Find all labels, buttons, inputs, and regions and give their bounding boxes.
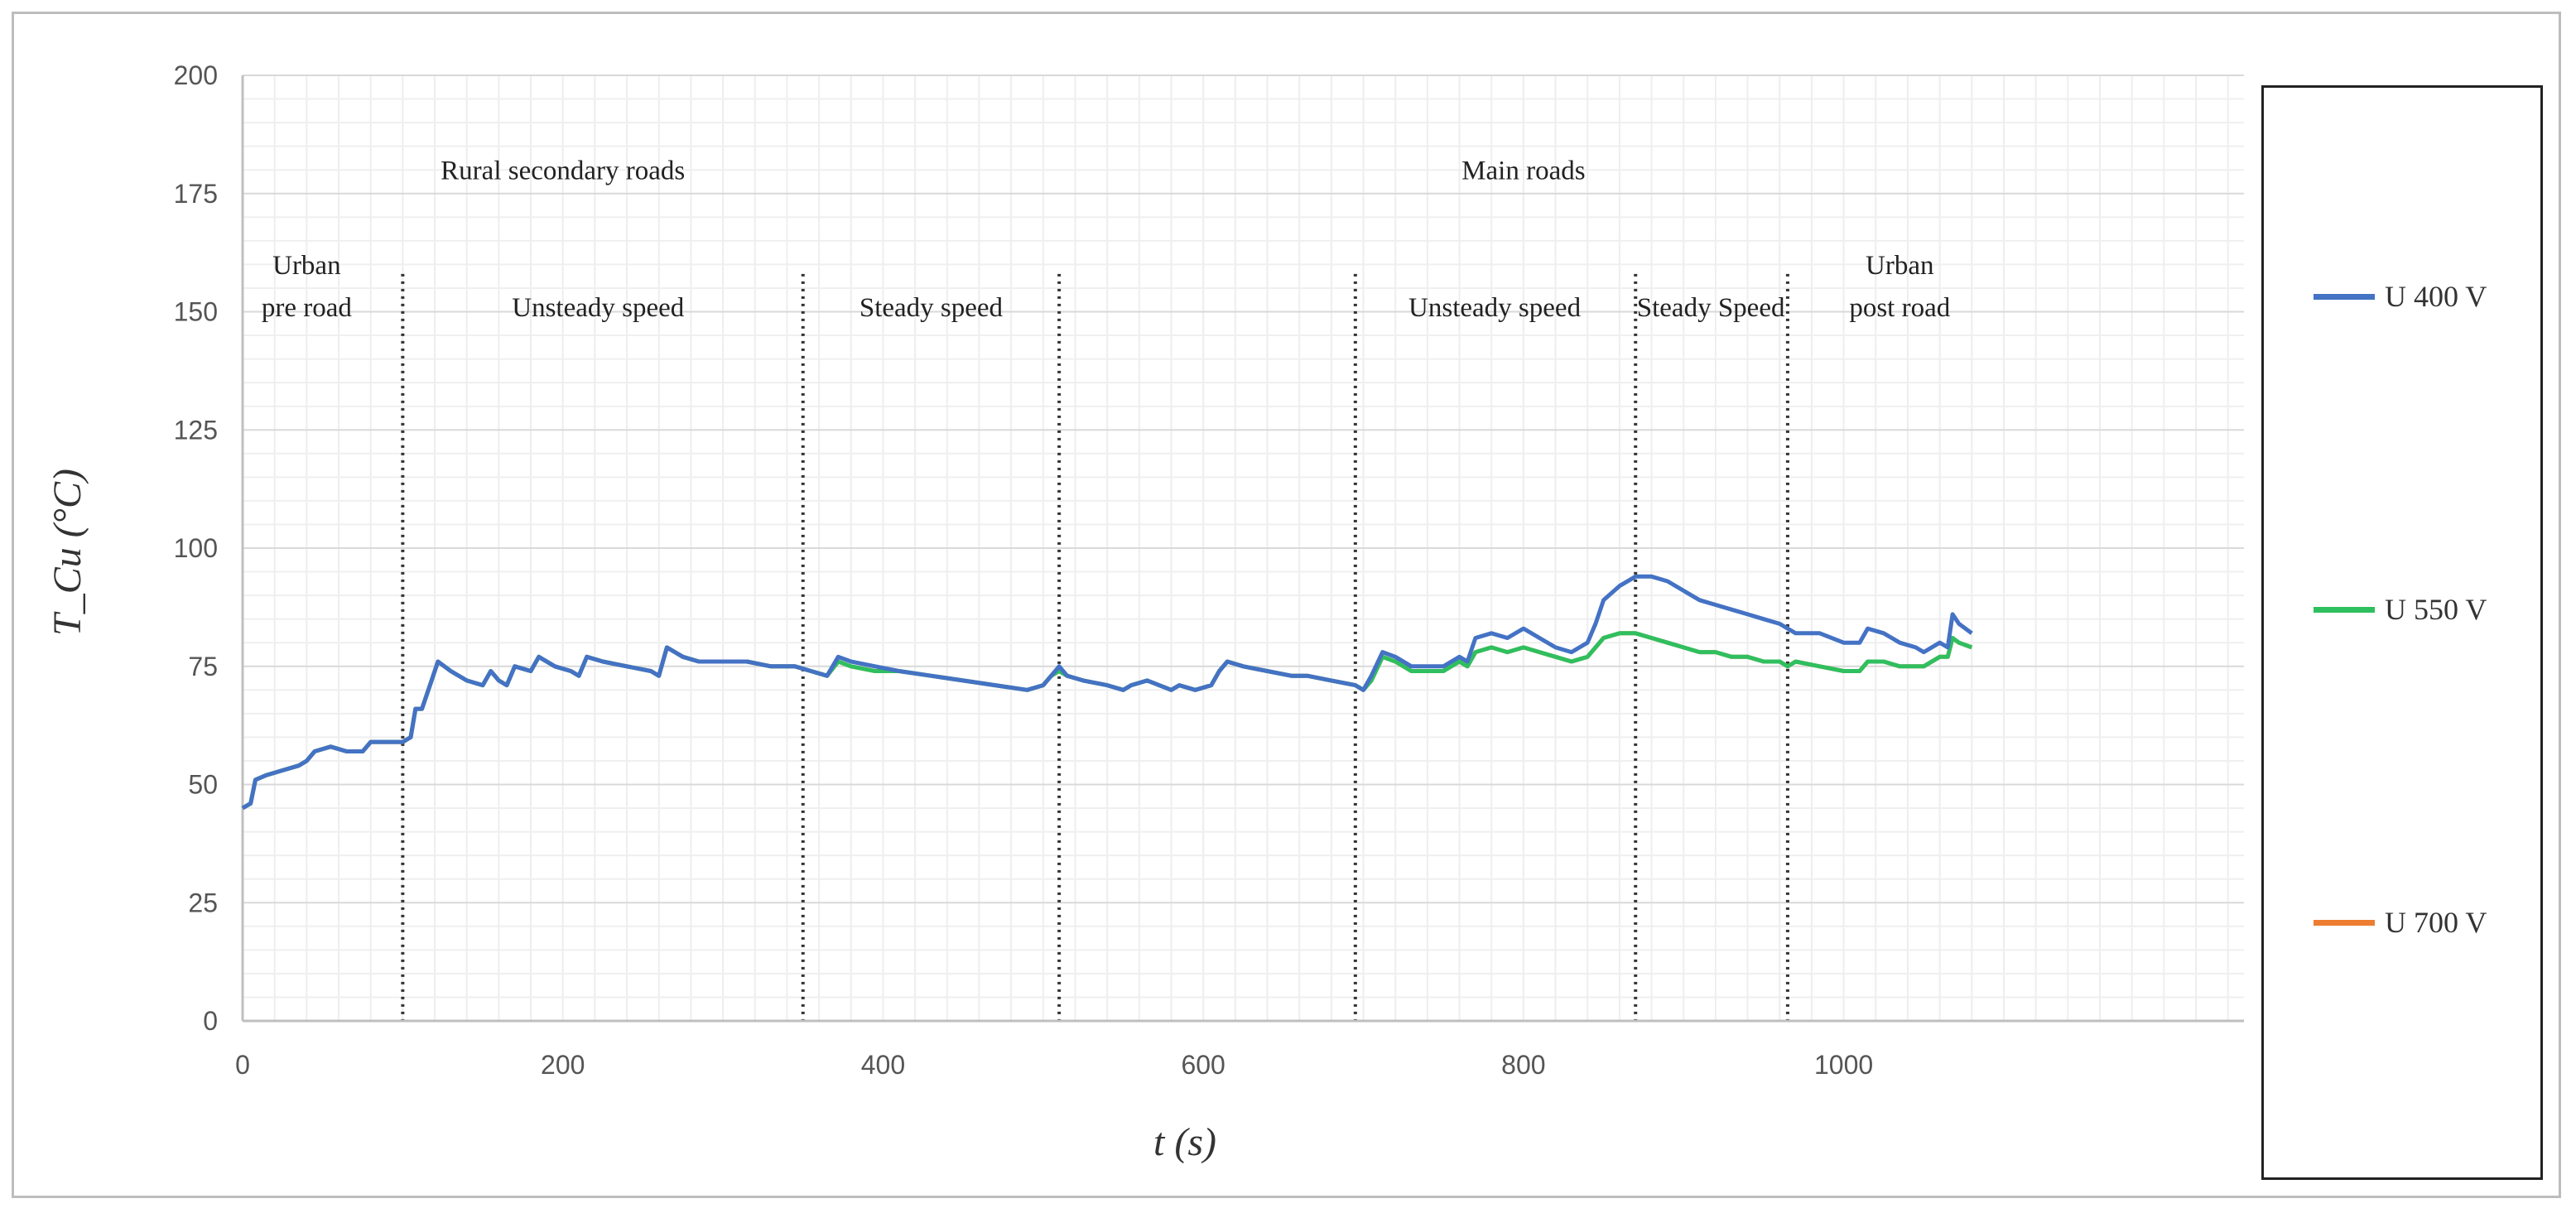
grid-lines xyxy=(242,75,2244,1022)
legend-label: U 400 V xyxy=(2385,280,2487,313)
tick-labels: 0 25 50 75 100 125 150 175 200 0 200 400 600 800 1000 xyxy=(174,60,1874,1080)
x-tick-label: 600 xyxy=(1181,1050,1225,1080)
legend-item: U 550 V xyxy=(2314,585,2487,634)
y-tick-label: 150 xyxy=(174,297,218,327)
legend-item: U 400 V xyxy=(2314,272,2487,321)
legend-swatch xyxy=(2314,919,2375,926)
phase-label: Urban xyxy=(272,251,340,281)
x-tick-label: 400 xyxy=(861,1050,905,1080)
x-tick-label: 200 xyxy=(541,1050,585,1080)
phase-label: post road xyxy=(1849,293,1950,323)
x-tick-label: 1000 xyxy=(1814,1050,1873,1080)
x-axis-title: t (s) xyxy=(1153,1120,1216,1164)
phase-label: pre road xyxy=(262,293,353,323)
y-tick-label: 50 xyxy=(188,770,218,800)
phase-label: Steady speed xyxy=(859,293,1004,323)
chart-frame: 0 25 50 75 100 125 150 175 200 0 200 400 600 800 1000 … xyxy=(12,12,2561,1198)
legend: U 400 V U 550 V U 700 V xyxy=(2261,85,2543,1180)
series-line xyxy=(241,574,1973,811)
y-tick-label: 100 xyxy=(174,533,218,563)
x-tick-label: 0 xyxy=(235,1050,250,1080)
series-lines xyxy=(241,574,1973,811)
legend-swatch xyxy=(2314,606,2375,613)
phase-label: Unsteady speed xyxy=(512,293,685,323)
y-tick-label: 200 xyxy=(174,60,218,90)
y-tick-label: 0 xyxy=(203,1006,218,1036)
legend-label: U 700 V xyxy=(2385,906,2487,939)
phase-label: Urban xyxy=(1866,251,1933,281)
y-tick-label: 75 xyxy=(188,652,218,681)
phase-boundaries xyxy=(401,273,1789,1021)
axes xyxy=(241,75,2244,1023)
phase-label: Main roads xyxy=(1461,156,1585,186)
legend-label: U 550 V xyxy=(2385,593,2487,626)
y-tick-label: 25 xyxy=(188,888,218,917)
phase-label: Rural secondary roads xyxy=(441,156,685,186)
phase-label: Steady Speed xyxy=(1637,293,1785,323)
y-axis-title: T_Cu (°C) xyxy=(46,469,89,636)
phase-label: Unsteady speed xyxy=(1408,293,1582,323)
x-tick-label: 800 xyxy=(1501,1050,1545,1080)
legend-item: U 700 V xyxy=(2314,898,2487,947)
y-tick-label: 175 xyxy=(174,179,218,209)
y-tick-label: 125 xyxy=(174,415,218,445)
phase-annotations: Rural secondary roads Main roads Urban pre … xyxy=(262,156,1951,324)
legend-swatch xyxy=(2314,293,2375,300)
